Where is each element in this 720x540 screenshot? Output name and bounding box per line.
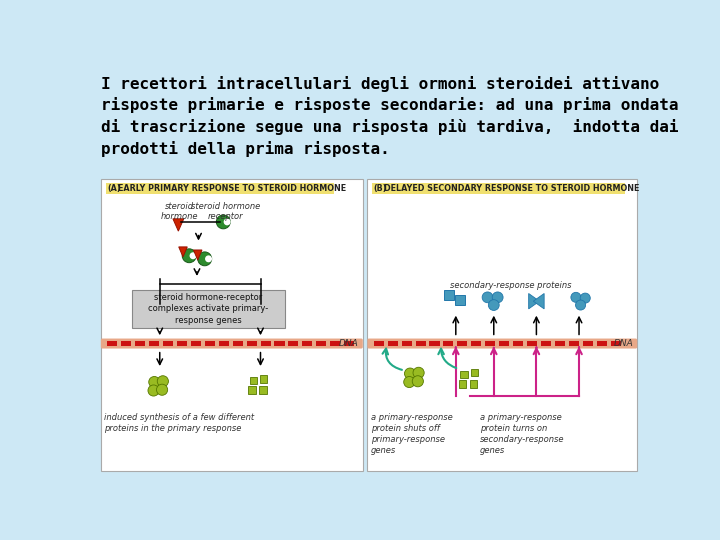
Bar [485,341,495,346]
Bar [499,341,509,346]
Text: DNA: DNA [613,339,634,348]
Circle shape [189,252,197,259]
Bar [177,341,187,346]
Bar [149,341,159,346]
Bar [121,341,131,346]
Bar [569,341,579,346]
Circle shape [580,293,590,303]
Bar [472,341,482,346]
Circle shape [205,255,212,262]
Circle shape [413,367,424,379]
Text: (A): (A) [107,184,121,193]
Bar [457,341,467,346]
Bar [233,341,243,346]
Text: steroid hormone-receptor
complexes activate primary-
response genes: steroid hormone-receptor complexes activ… [148,293,269,325]
Bar [191,341,201,346]
Bar [107,341,117,346]
Bar [471,369,478,376]
Text: (B): (B) [374,184,387,193]
Text: DELAYED SECONDARY RESPONSE TO STEROID HORMONE: DELAYED SECONDARY RESPONSE TO STEROID HO… [384,184,640,193]
Bar [274,341,284,346]
Circle shape [224,218,230,225]
FancyBboxPatch shape [367,339,637,348]
Bar [163,341,173,346]
FancyBboxPatch shape [106,184,334,194]
Bar [260,375,267,383]
Circle shape [482,292,493,303]
Bar [387,341,397,346]
Circle shape [405,368,415,379]
Bar [316,341,326,346]
Bar [219,341,229,346]
Bar [444,291,454,300]
Bar [246,341,256,346]
Polygon shape [534,294,544,309]
Text: steroid
hormone: steroid hormone [161,202,198,221]
Circle shape [404,376,415,388]
Bar [541,341,551,346]
Bar [344,341,354,346]
Bar [135,341,145,346]
Bar [259,386,266,394]
Text: steroid hormone
receptor: steroid hormone receptor [191,202,260,221]
Circle shape [157,376,168,387]
Bar [597,341,607,346]
Bar [330,341,341,346]
Bar [460,370,468,378]
Text: a primary-response
protein shuts off
primary-response
genes: a primary-response protein shuts off pri… [371,413,452,455]
Circle shape [413,376,423,387]
Circle shape [148,385,159,396]
Polygon shape [173,219,184,231]
Bar [583,341,593,346]
Circle shape [198,252,212,266]
Bar [302,341,312,346]
FancyBboxPatch shape [372,184,625,194]
Bar [289,341,299,346]
Circle shape [182,249,196,262]
Polygon shape [528,294,539,309]
FancyBboxPatch shape [101,339,363,348]
Circle shape [488,300,499,310]
Text: secondary-response proteins: secondary-response proteins [450,281,572,289]
Bar [444,341,454,346]
Text: a primary-response
protein turns on
secondary-response
genes: a primary-response protein turns on seco… [480,413,564,455]
Text: DNA: DNA [339,339,359,348]
Polygon shape [194,250,202,260]
Bar [459,380,467,388]
FancyBboxPatch shape [367,179,637,471]
Circle shape [575,300,585,310]
Bar [455,295,465,305]
Bar [415,341,426,346]
Circle shape [156,384,168,395]
Polygon shape [179,247,187,257]
Circle shape [571,292,581,302]
Bar [204,341,215,346]
Text: induced synthesis of a few different
proteins in the primary response: induced synthesis of a few different pro… [104,413,254,433]
Bar [261,341,271,346]
Circle shape [216,215,230,229]
Circle shape [492,292,503,303]
Bar [513,341,523,346]
Bar [527,341,537,346]
Circle shape [149,376,160,388]
Bar [250,377,257,384]
Text: EARLY PRIMARY RESPONSE TO STEROID HORMONE: EARLY PRIMARY RESPONSE TO STEROID HORMON… [118,184,346,193]
FancyBboxPatch shape [132,289,284,328]
FancyBboxPatch shape [101,179,363,471]
Text: I recettori intracellulari degli ormoni steroidei attivano
risposte primarie e r: I recettori intracellulari degli ormoni … [101,76,678,157]
Bar [611,341,621,346]
Bar [402,341,412,346]
Bar [429,341,439,346]
Bar [555,341,565,346]
Bar [374,341,384,346]
Bar [248,386,256,394]
Bar [469,380,477,388]
